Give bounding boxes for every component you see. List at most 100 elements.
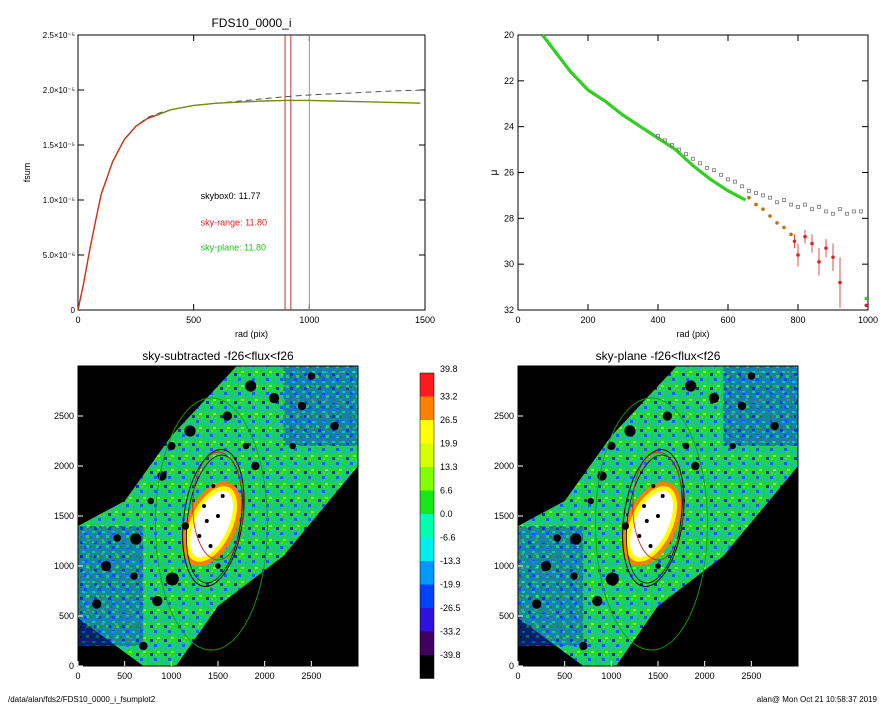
y-tick-label: 24 (504, 122, 514, 132)
core-speck (642, 504, 646, 508)
black-ellipse-inner (626, 454, 683, 584)
profile-point-gray (754, 191, 758, 196)
masked-source (570, 533, 582, 545)
profile-edge-marker (864, 303, 869, 308)
profile-point-red (831, 255, 835, 260)
outer-green-ellipse (595, 397, 708, 651)
y-axis-label: μ (489, 169, 500, 175)
masked-source (532, 599, 542, 609)
y-tick-label: 26 (504, 168, 514, 178)
x-tick-label: 200 (580, 315, 595, 325)
colorbar-label: 6.6 (440, 486, 453, 496)
profile-point-orange (782, 225, 786, 230)
profile-point-gray (726, 177, 730, 182)
colorbar-swatch (420, 631, 434, 655)
profile-point-gray (747, 188, 751, 193)
profile-point-gray (782, 198, 786, 202)
x-tick-label: 400 (650, 315, 665, 325)
x-tick-label: 1000 (299, 315, 319, 325)
core-speck (216, 514, 220, 518)
x-tick-label: 2000 (255, 671, 275, 681)
masked-source (553, 534, 561, 542)
profile-point-gray (656, 133, 660, 138)
profile-point-gray (852, 209, 856, 214)
x-tick-label: 600 (720, 315, 735, 325)
masked-source (152, 595, 163, 607)
colorbar-swatch (420, 537, 434, 561)
profile-edge-marker (864, 296, 869, 301)
x-tick-label: 0 (515, 671, 520, 681)
sky-plane-image-panel: sky-plane -f26<flux<f26 0 500 1000 1500 2000 2… (494, 349, 799, 681)
image-area (78, 366, 358, 666)
profile-point-gray (663, 138, 667, 143)
x-axis-label: rad (pix) (676, 329, 709, 339)
masked-source (113, 534, 121, 542)
masked-source (691, 461, 700, 471)
masked-source (737, 401, 747, 411)
colorbar-swatch (420, 420, 434, 444)
masked-source (540, 560, 552, 572)
x-tick-label: 1000 (161, 671, 181, 681)
sky-subtracted-image-panel: sky-subtracted -f26<flux<f26 0 500 1000 1500… (54, 349, 359, 681)
profile-point-gray (698, 161, 702, 166)
profile-green-curve (541, 34, 747, 202)
colorbar-swatch (420, 608, 434, 632)
black-ellipse-inner (186, 454, 243, 584)
masked-source (624, 425, 636, 437)
sky-noise-patch (723, 366, 798, 446)
sky-noise-patch (78, 526, 144, 646)
profile-point-orange (761, 207, 765, 211)
masked-source (130, 533, 142, 545)
masked-source (307, 372, 316, 380)
profile-point-orange (789, 232, 793, 237)
y-tick-label: 0 (71, 306, 76, 315)
colorbar-label: 0.0 (440, 509, 453, 519)
profile-point-gray (838, 207, 842, 212)
masked-source (165, 572, 179, 586)
y-tick-label: 1500 (494, 511, 514, 521)
profile-point-gray (859, 209, 863, 214)
y-tick-label: 28 (504, 213, 514, 223)
annotation-black: skybox0: 11.77 (201, 191, 261, 201)
x-tick-label: 2500 (301, 671, 321, 681)
y-tick-label: 1.0×10⁻⁵ (43, 196, 75, 205)
masked-source (662, 411, 672, 421)
core-speck (637, 534, 642, 538)
masked-source (147, 497, 155, 505)
profile-point-gray (761, 193, 765, 198)
image-area (518, 366, 798, 666)
masked-source (245, 380, 257, 392)
colorbar-label: 13.3 (440, 462, 458, 472)
y-tick-label: 2000 (494, 461, 514, 471)
x-tick-label: 1000 (601, 671, 621, 681)
profile-point-gray (831, 211, 835, 216)
profile-point-gray (775, 200, 779, 205)
colorbar-label: 26.5 (440, 415, 458, 425)
sky-noise-patch (518, 526, 584, 646)
masked-source (297, 401, 307, 411)
masked-source (587, 497, 595, 505)
masked-source (92, 599, 102, 609)
profile-point-gray (810, 207, 814, 212)
profile-point-gray (789, 202, 793, 207)
x-tick-label: 500 (117, 671, 132, 681)
colorbar-swatch (420, 655, 434, 679)
profile-point-gray (677, 147, 681, 152)
masked-source (708, 392, 720, 404)
y-tick-label: 22 (504, 76, 514, 86)
series-line-red (77, 113, 160, 311)
profile-point-red (803, 234, 807, 239)
red-ellipse (632, 451, 684, 561)
footer-path: /data/alan/fds2/FDS10_0000_i_fsumplot2 (8, 695, 156, 704)
profile-point-gray (824, 209, 828, 214)
y-tick-label: 0 (69, 661, 74, 671)
profile-point-orange (754, 202, 758, 207)
colorbar-label: -6.6 (440, 533, 456, 543)
y-tick-label: 5.0×10⁻⁶ (43, 251, 75, 260)
image-title: sky-plane -f26<flux<f26 (596, 349, 721, 363)
masked-source (655, 563, 661, 569)
masked-source (605, 572, 619, 586)
y-tick-label: 30 (504, 259, 514, 269)
colorbar-swatch (420, 514, 434, 538)
